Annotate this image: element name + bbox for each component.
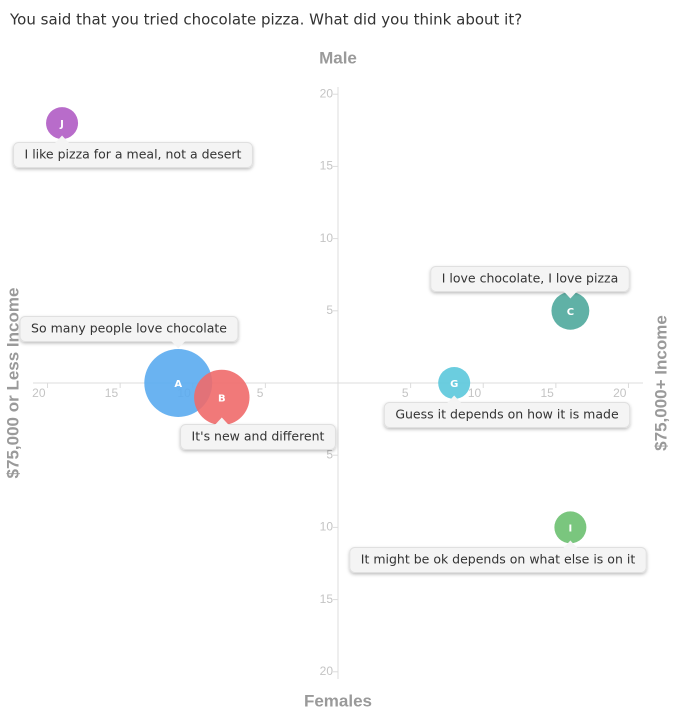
bubble xyxy=(554,511,587,544)
bubble xyxy=(194,369,250,426)
y-axis-top-title: Male xyxy=(319,48,357,67)
callout: Guess it depends on how it is made xyxy=(383,395,631,428)
callout: I love chocolate, I love pizza xyxy=(430,266,630,299)
callout-text: It might be ok depends on what else is o… xyxy=(361,552,636,567)
callout-box xyxy=(349,547,647,573)
callout-pointer xyxy=(214,417,229,425)
y-tick-label: 10 xyxy=(320,231,334,245)
callout-text: So many people love chocolate xyxy=(31,321,227,336)
callout-box xyxy=(430,266,630,292)
callout-text: Guess it depends on how it is made xyxy=(395,407,619,422)
y-axis-bottom-title: Females xyxy=(304,691,372,710)
callout: I like pizza for a meal, not a desert xyxy=(13,135,253,168)
callout-box xyxy=(19,316,239,342)
callout-box xyxy=(13,142,253,168)
y-tick-label: 15 xyxy=(320,592,334,606)
y-tick-label: 10 xyxy=(320,520,334,534)
callout: So many people love chocolate xyxy=(19,316,239,349)
x-tick-label: 20 xyxy=(613,386,627,400)
callout-pointer xyxy=(447,395,462,403)
callout-text: I love chocolate, I love pizza xyxy=(442,271,619,286)
bubble xyxy=(438,367,471,399)
callout: It might be ok depends on what else is o… xyxy=(349,540,647,573)
callout-pointer xyxy=(55,135,70,143)
x-tick-label: 10 xyxy=(468,386,482,400)
page-title: You said that you tried chocolate pizza.… xyxy=(9,11,522,29)
x-tick-label: 5 xyxy=(402,386,409,400)
bubble-label: C xyxy=(567,307,574,318)
bubble-label: J xyxy=(59,119,64,130)
y-tick-label: 5 xyxy=(326,303,333,317)
callout-pointer xyxy=(563,291,578,299)
callout: It's new and different xyxy=(180,417,336,450)
y-tick-label: 20 xyxy=(320,664,334,678)
callout-pointer xyxy=(563,540,578,548)
callout-text: It's new and different xyxy=(192,429,325,444)
x-tick-label: 5 xyxy=(257,386,264,400)
x-axis-right-title: $75,000+ Income xyxy=(651,315,670,451)
x-tick-label: 20 xyxy=(32,386,46,400)
bubble xyxy=(46,107,79,140)
bubble xyxy=(551,291,590,330)
x-tick-label: 15 xyxy=(105,386,119,400)
x-axis-left-title: $75,000 or Less Income xyxy=(3,288,22,479)
callout-box xyxy=(180,424,336,450)
bubble-label: A xyxy=(174,379,182,390)
callout-pointer xyxy=(171,341,186,349)
bubble-label: I xyxy=(569,523,573,534)
x-tick-label: 15 xyxy=(540,386,554,400)
y-tick-label: 5 xyxy=(326,447,333,461)
callout-box xyxy=(383,402,631,428)
callout-text: I like pizza for a meal, not a desert xyxy=(25,147,242,162)
y-tick-label: 20 xyxy=(320,86,334,100)
bubble-label: B xyxy=(218,393,226,404)
y-tick-label: 15 xyxy=(320,159,334,173)
bubble-label: G xyxy=(450,379,458,390)
